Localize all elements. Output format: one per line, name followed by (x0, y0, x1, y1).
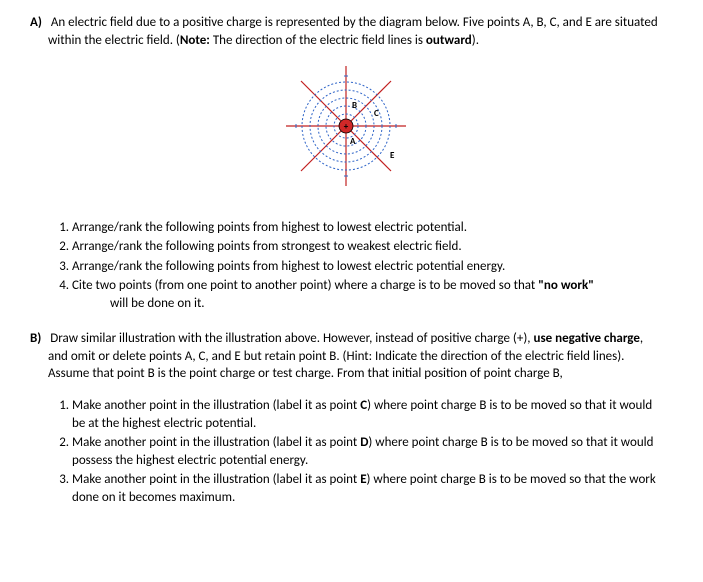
part-a-intro: A) An electric field due to a positive c… (48, 14, 663, 49)
part-b-t1: Draw similar illustration with the illus… (50, 331, 533, 346)
q-a4-text: Cite two points (from one point to anoth… (72, 278, 538, 293)
q-b1-a: Make another point in the illustration (… (72, 398, 360, 413)
label-c: C (374, 108, 379, 119)
q-b2-a: Make another point in the illustration (… (72, 435, 360, 450)
part-a-questions: Arrange/rank the following points from h… (48, 219, 663, 313)
q-a4-sub: will be done on it. (72, 295, 663, 313)
part-a-letter: A) (30, 15, 48, 30)
q-b3-a: Make another point in the illustration (… (72, 472, 360, 487)
q-a3: Arrange/rank the following points from h… (72, 258, 663, 276)
part-a-text-2: The direction of the electric field line… (210, 33, 426, 48)
part-a-text-3: ). (472, 33, 479, 48)
label-b: B (352, 100, 357, 111)
q-b2: Make another point in the illustration (… (72, 434, 663, 469)
note-label: Note: (180, 33, 210, 48)
label-a: A (350, 136, 356, 147)
part-b-questions: Make another point in the illustration (… (48, 397, 663, 506)
q-b3: Make another point in the illustration (… (72, 471, 663, 506)
q-a2: Arrange/rank the following points from s… (72, 238, 663, 256)
q-a4: Cite two points (from one point to anoth… (72, 277, 663, 312)
label-plus: + (343, 121, 348, 132)
part-b-intro: B) Draw similar illustration with the il… (48, 330, 663, 383)
part-b-bold1: use negative charge (533, 331, 639, 346)
field-diagram: + B C A E (48, 61, 663, 197)
q-a1: Arrange/rank the following points from h… (72, 219, 663, 237)
label-e: E (390, 150, 395, 161)
part-b-letter: B) (30, 331, 47, 346)
q-a4-bold: "no work" (538, 278, 594, 293)
outward-word: outward (426, 33, 472, 48)
q-b1: Make another point in the illustration (… (72, 397, 663, 432)
